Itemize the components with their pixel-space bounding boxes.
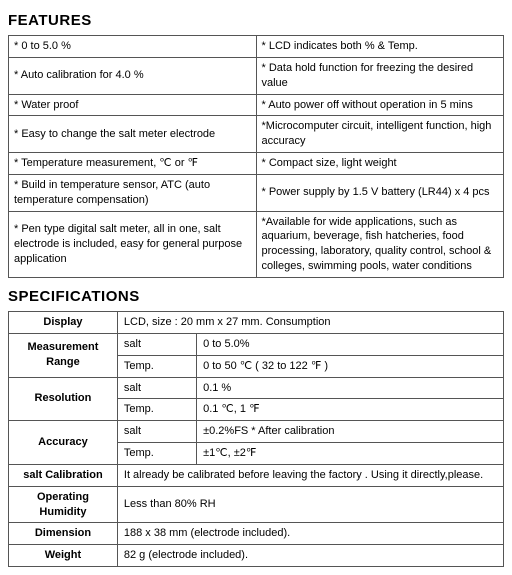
spec-label: Display	[9, 311, 118, 333]
specs-table: Display LCD, size : 20 mm x 27 mm. Consu…	[8, 311, 504, 567]
table-row: * Build in temperature sensor, ATC (auto…	[9, 174, 504, 211]
spec-sublabel: Temp.	[117, 399, 196, 421]
spec-value: ±0.2%FS * After calibration	[197, 421, 504, 443]
spec-label: Weight	[9, 545, 118, 567]
spec-label: salt Calibration	[9, 464, 118, 486]
spec-sublabel: Temp.	[117, 355, 196, 377]
features-table: * 0 to 5.0 %* LCD indicates both % & Tem…	[8, 35, 504, 278]
table-row: Accuracy salt ±0.2%FS * After calibratio…	[9, 421, 504, 443]
table-row: salt Calibration It already be calibrate…	[9, 464, 504, 486]
spec-value: 0 to 5.0%	[197, 333, 504, 355]
spec-value: Less than 80% RH	[117, 486, 503, 523]
feature-cell: * Auto power off without operation in 5 …	[256, 94, 504, 116]
spec-value: LCD, size : 20 mm x 27 mm. Consumption	[117, 311, 503, 333]
spec-sublabel: salt	[117, 377, 196, 399]
table-row: Dimension 188 x 38 mm (electrode include…	[9, 523, 504, 545]
feature-cell: * Build in temperature sensor, ATC (auto…	[9, 174, 257, 211]
spec-label: Dimension	[9, 523, 118, 545]
spec-value: 0 to 50 ℃ ( 32 to 122 ℉ )	[197, 355, 504, 377]
table-row: Measurement Range salt 0 to 5.0%	[9, 333, 504, 355]
feature-cell: * Temperature measurement, ℃ or ℉	[9, 153, 257, 175]
feature-cell: * Water proof	[9, 94, 257, 116]
table-row: Weight 82 g (electrode included).	[9, 545, 504, 567]
table-row: Operating Humidity Less than 80% RH	[9, 486, 504, 523]
spec-value: ±1℃, ±2℉	[197, 443, 504, 465]
spec-label: Resolution	[9, 377, 118, 421]
spec-value: 0.1 %	[197, 377, 504, 399]
spec-value: It already be calibrated before leaving …	[117, 464, 503, 486]
spec-value: 82 g (electrode included).	[117, 545, 503, 567]
features-heading: FEATURES	[8, 12, 504, 29]
spec-label: Operating Humidity	[9, 486, 118, 523]
table-row: * Water proof* Auto power off without op…	[9, 94, 504, 116]
feature-cell: * 0 to 5.0 %	[9, 36, 257, 58]
spec-value: 0.1 ℃, 1 ℉	[197, 399, 504, 421]
spec-sublabel: Temp.	[117, 443, 196, 465]
feature-cell: * Easy to change the salt meter electrod…	[9, 116, 257, 153]
spec-sublabel: salt	[117, 421, 196, 443]
table-row: * 0 to 5.0 %* LCD indicates both % & Tem…	[9, 36, 504, 58]
feature-cell: * Compact size, light weight	[256, 153, 504, 175]
table-row: Resolution salt 0.1 %	[9, 377, 504, 399]
feature-cell: * LCD indicates both % & Temp.	[256, 36, 504, 58]
table-row: Display LCD, size : 20 mm x 27 mm. Consu…	[9, 311, 504, 333]
table-row: * Temperature measurement, ℃ or ℉* Compa…	[9, 153, 504, 175]
feature-cell: *Microcomputer circuit, intelligent func…	[256, 116, 504, 153]
table-row: * Easy to change the salt meter electrod…	[9, 116, 504, 153]
feature-cell: * Pen type digital salt meter, all in on…	[9, 211, 257, 277]
spec-label: Accuracy	[9, 421, 118, 465]
table-row: * Auto calibration for 4.0 %* Data hold …	[9, 57, 504, 94]
spec-value: 188 x 38 mm (electrode included).	[117, 523, 503, 545]
spec-sublabel: salt	[117, 333, 196, 355]
specs-heading: SPECIFICATIONS	[8, 288, 504, 305]
feature-cell: *Available for wide applications, such a…	[256, 211, 504, 277]
table-row: * Pen type digital salt meter, all in on…	[9, 211, 504, 277]
feature-cell: * Power supply by 1.5 V battery (LR44) x…	[256, 174, 504, 211]
spec-label: Measurement Range	[9, 333, 118, 377]
feature-cell: * Auto calibration for 4.0 %	[9, 57, 257, 94]
feature-cell: * Data hold function for freezing the de…	[256, 57, 504, 94]
